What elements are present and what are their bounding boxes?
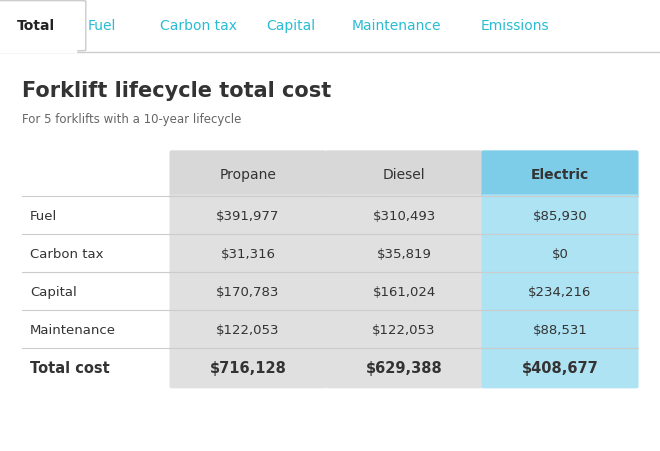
Text: $629,388: $629,388	[366, 360, 442, 375]
Text: $408,677: $408,677	[521, 360, 599, 375]
Text: Capital: Capital	[30, 285, 77, 298]
Text: $170,783: $170,783	[216, 285, 280, 298]
Text: $31,316: $31,316	[220, 247, 275, 260]
FancyBboxPatch shape	[482, 151, 638, 199]
FancyBboxPatch shape	[170, 195, 327, 388]
Text: $85,930: $85,930	[533, 209, 587, 222]
Text: For 5 forklifts with a 10-year lifecycle: For 5 forklifts with a 10-year lifecycle	[22, 113, 242, 126]
Text: Maintenance: Maintenance	[30, 323, 116, 336]
Text: $122,053: $122,053	[372, 323, 436, 336]
Text: $310,493: $310,493	[372, 209, 436, 222]
Text: Maintenance: Maintenance	[351, 18, 441, 32]
Text: Total: Total	[17, 18, 55, 32]
Text: Electric: Electric	[531, 168, 589, 182]
Text: Fuel: Fuel	[88, 18, 116, 32]
Text: $161,024: $161,024	[372, 285, 436, 298]
Text: $716,128: $716,128	[210, 360, 286, 375]
Text: $0: $0	[552, 247, 568, 260]
Text: $35,819: $35,819	[377, 247, 432, 260]
Text: Capital: Capital	[266, 18, 315, 32]
Text: $234,216: $234,216	[528, 285, 591, 298]
Text: Emissions: Emissions	[480, 18, 549, 32]
Text: Diesel: Diesel	[383, 168, 425, 182]
Text: Carbon tax: Carbon tax	[160, 18, 236, 32]
FancyBboxPatch shape	[325, 151, 482, 199]
Text: $122,053: $122,053	[216, 323, 280, 336]
Text: $88,531: $88,531	[533, 323, 587, 336]
FancyBboxPatch shape	[170, 151, 327, 199]
Text: Propane: Propane	[220, 168, 277, 182]
Text: Carbon tax: Carbon tax	[30, 247, 104, 260]
FancyBboxPatch shape	[482, 195, 638, 388]
FancyBboxPatch shape	[0, 2, 86, 51]
Text: Total cost: Total cost	[30, 360, 110, 375]
FancyBboxPatch shape	[325, 195, 482, 388]
Text: $391,977: $391,977	[216, 209, 280, 222]
Text: Forklift lifecycle total cost: Forklift lifecycle total cost	[22, 81, 331, 101]
Text: Fuel: Fuel	[30, 209, 57, 222]
